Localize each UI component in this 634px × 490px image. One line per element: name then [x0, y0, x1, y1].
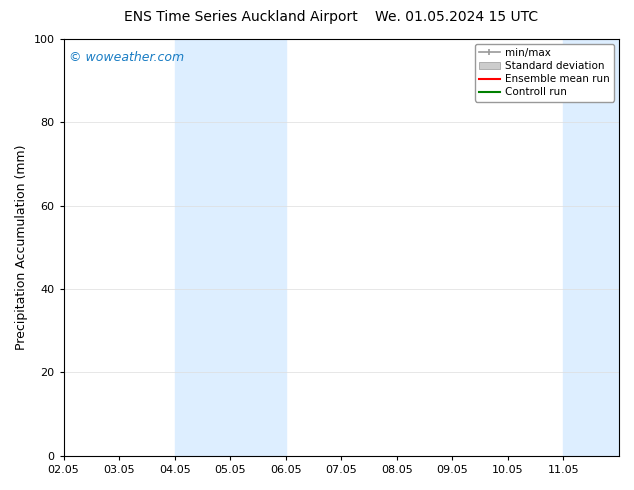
Text: ENS Time Series Auckland Airport: ENS Time Series Auckland Airport — [124, 10, 358, 24]
Text: © woweather.com: © woweather.com — [69, 51, 184, 64]
Text: We. 01.05.2024 15 UTC: We. 01.05.2024 15 UTC — [375, 10, 538, 24]
Y-axis label: Precipitation Accumulation (mm): Precipitation Accumulation (mm) — [15, 145, 28, 350]
Legend: min/max, Standard deviation, Ensemble mean run, Controll run: min/max, Standard deviation, Ensemble me… — [475, 44, 614, 101]
Bar — [174, 39, 286, 456]
Bar — [564, 39, 619, 456]
